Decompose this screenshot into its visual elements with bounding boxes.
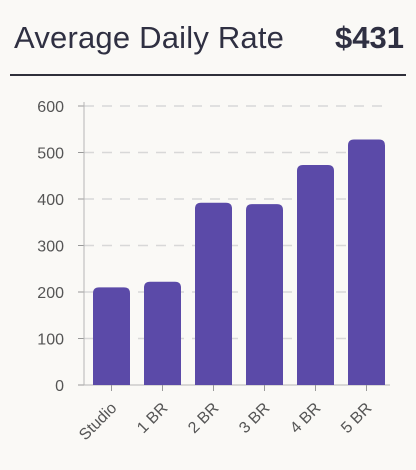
bar-studio [93, 287, 130, 385]
x-tick-label: 1 BR [134, 400, 171, 437]
y-tick-label: 500 [37, 146, 64, 163]
x-tick-label: 3 BR [236, 400, 273, 437]
x-tick-label: Studio [76, 400, 120, 444]
y-tick-label: 400 [37, 192, 64, 209]
x-tick-label: 2 BR [185, 400, 222, 437]
y-tick-label: 0 [55, 378, 64, 395]
bar-4-br [297, 165, 334, 385]
average-rate-value: $431 [335, 20, 404, 55]
y-tick-label: 100 [37, 332, 64, 349]
x-tick-label: 4 BR [287, 400, 324, 437]
page-title: Average Daily Rate [14, 20, 285, 55]
bar-3-br [246, 204, 283, 385]
y-tick-label: 600 [37, 99, 64, 116]
bar-1-br [144, 281, 181, 385]
x-tick-label: 5 BR [338, 400, 375, 437]
chart-header: Average Daily Rate $431 [10, 0, 406, 76]
bar-2-br [195, 202, 232, 385]
y-tick-label: 300 [37, 239, 64, 256]
y-tick-label: 200 [37, 285, 64, 302]
bar-5-br [348, 139, 385, 385]
